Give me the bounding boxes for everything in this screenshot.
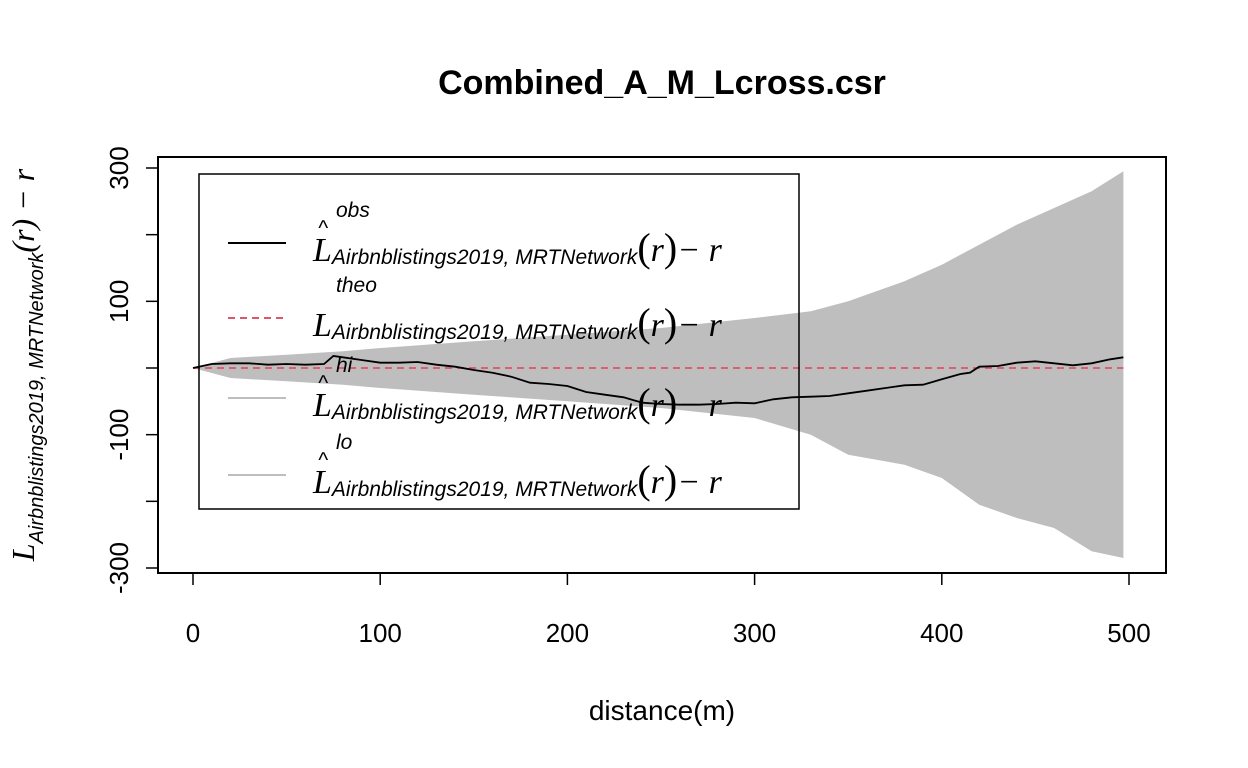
legend-superscript: obs <box>336 199 370 222</box>
legend-label: LAirbnblistings2019, MRTNetwork(r)− r <box>312 457 723 502</box>
x-tick-label: 100 <box>359 618 402 648</box>
x-tick-label: 200 <box>546 618 589 648</box>
x-tick-label: 400 <box>920 618 963 648</box>
legend-item-theo: theo LAirbnblistings2019, MRTNetwork(r)− … <box>228 274 723 345</box>
y-tick-label: -100 <box>104 409 134 461</box>
legend-superscript: lo <box>336 431 353 454</box>
x-axis-label: distance(m) <box>589 695 735 726</box>
envelope-layer <box>193 171 1124 559</box>
envelope-band <box>193 171 1124 559</box>
legend-label: LAirbnblistings2019, MRTNetwork(r)− r <box>312 300 723 345</box>
series-obs-line <box>192 355 1124 406</box>
y-axis: -300 -100 100 300 <box>104 146 159 594</box>
legend-item-lo: lo ^LAirbnblistings2019, MRTNetwork(r)− r <box>228 431 723 502</box>
legend-hat: ^ <box>318 217 329 240</box>
y-tick-label: 300 <box>104 146 134 189</box>
y-label-subscript: Airbnblistings2019, MRTNetwork <box>26 252 48 545</box>
line-layer <box>192 355 1124 406</box>
legend-item-hi: hi ^LAirbnblistings2019, MRTNetwork(r)− r <box>228 354 723 425</box>
x-axis: 0 100 200 300 400 500 <box>186 572 1151 648</box>
x-tick-label: 0 <box>186 618 200 648</box>
legend-superscript: hi <box>336 354 354 377</box>
legend-hat: ^ <box>318 372 329 395</box>
legend-label: LAirbnblistings2019, MRTNetwork(r)− r <box>312 380 723 425</box>
y-label-main: L <box>5 543 41 562</box>
y-label-suffix: (r) − r <box>5 168 41 252</box>
legend-superscript: theo <box>336 274 377 297</box>
y-axis-label: LAirbnblistings2019, MRTNetwork(r) − r <box>5 168 48 562</box>
legend: obs^LAirbnblistings2019, MRTNetwork(r)− … <box>198 173 800 510</box>
y-tick-label: -300 <box>104 542 134 594</box>
y-tick-label: 100 <box>104 280 134 323</box>
x-tick-label: 500 <box>1107 618 1150 648</box>
chart-title: Combined_A_M_Lcross.csr <box>438 64 886 102</box>
legend-hat: ^ <box>318 449 329 472</box>
x-tick-label: 300 <box>733 618 776 648</box>
svg-text:LAirbnblistings2019, MRTNetwor: LAirbnblistings2019, MRTNetwork(r) − r <box>5 168 48 562</box>
legend-box <box>198 173 800 510</box>
legend-item-obs: obs ^LAirbnblistings2019, MRTNetwork(r)− … <box>228 199 723 270</box>
legend-label: LAirbnblistings2019, MRTNetwork(r)− r <box>312 225 723 270</box>
